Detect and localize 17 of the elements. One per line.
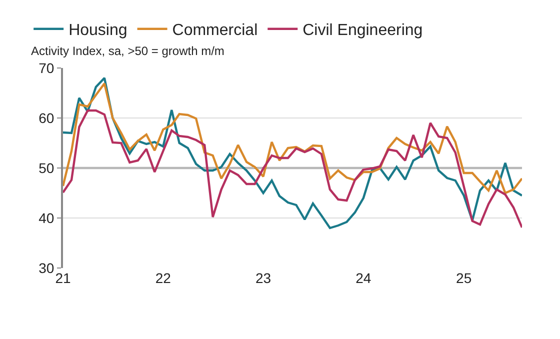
line-series: [63, 109, 522, 229]
x-tick-label: 21: [55, 270, 71, 286]
x-tick-label: 22: [155, 270, 172, 286]
line-series: [63, 82, 522, 194]
line-series: [63, 76, 522, 230]
legend-label: Commercial: [172, 22, 258, 40]
legend-label: Civil Engineering: [302, 22, 423, 40]
y-tick-label: 30: [38, 260, 54, 276]
chart-subtitle: Activity Index, sa, >50 = growth m/m: [31, 44, 224, 58]
y-tick-label: 40: [38, 210, 54, 226]
legend-label: Housing: [68, 22, 128, 40]
y-tick-label: 60: [38, 110, 54, 126]
y-tick-label: 50: [38, 160, 54, 176]
x-tick-label: 23: [255, 270, 272, 286]
x-tick-label: 24: [356, 270, 372, 286]
x-tick-label: 25: [456, 270, 472, 286]
y-tick-label: 70: [38, 60, 54, 76]
